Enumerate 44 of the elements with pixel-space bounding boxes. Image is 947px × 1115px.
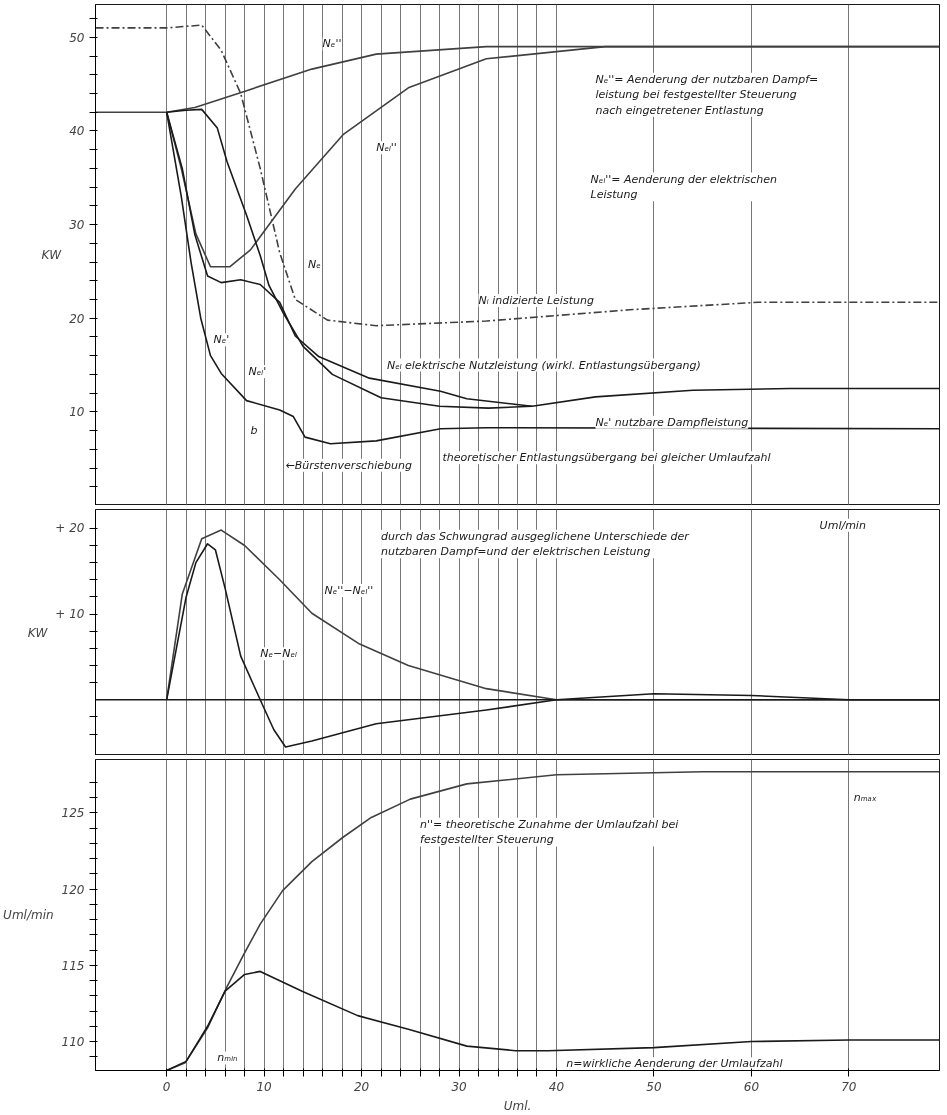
annotation: Nₑ−Nₑₗ bbox=[260, 647, 298, 661]
x-tick-label: 20 bbox=[353, 1079, 370, 1094]
y-axis-title: KW bbox=[41, 248, 63, 262]
x-tick-label: 30 bbox=[451, 1079, 468, 1094]
annotation: Nₑₗ''= Aenderung der elektrischen Leistung bbox=[590, 172, 778, 202]
y-tick-label: 115 bbox=[61, 958, 85, 973]
y-axis-title: Uml/min bbox=[3, 908, 54, 922]
annotation: n=wirkliche Aenderung der Umlaufzahl bbox=[566, 1057, 783, 1071]
annotation: Nᵢ indizierte Leistung bbox=[478, 293, 594, 307]
annotation: Nₑ bbox=[307, 258, 322, 272]
annotation: nₘᵢₙ bbox=[217, 1051, 238, 1065]
annotation: Nₑ' bbox=[213, 333, 230, 347]
annotation: Nₑₗ'' bbox=[376, 141, 397, 155]
annotation: Uml/min bbox=[819, 518, 866, 532]
annotation: Nₑ'' bbox=[322, 37, 342, 51]
annotation: ←Bürstenverschiebung bbox=[285, 458, 412, 472]
annotation: Nₑₗ elektrische Nutzleistung (wirkl. Entlastungsübergang) bbox=[386, 358, 701, 372]
x-tick-label: 50 bbox=[646, 1079, 662, 1094]
y-tick-label: + 10 bbox=[55, 607, 85, 622]
y-axis-title: KW bbox=[27, 625, 49, 640]
x-tick-label: 70 bbox=[841, 1079, 857, 1094]
y-tick-label: 20 bbox=[69, 311, 85, 326]
annotation: n''= theoretische Zunahme der Umlaufzahl bei festgestellter Steuerung bbox=[420, 817, 679, 847]
annotation: Nₑ''= Aenderung der nutzbaren Dampf= leistung bei festgestellter Steuerung nach eingetretener Entlastung bbox=[595, 72, 819, 117]
y-tick-label: 120 bbox=[61, 882, 85, 897]
annotation: Nₑ' nutzbare Dampfleistung bbox=[595, 415, 749, 429]
annotation: theoretischer Entlastungsübergang bei gleicher Umlaufzahl bbox=[442, 451, 771, 465]
annotation: Nₑ''−Nₑₗ'' bbox=[324, 583, 374, 597]
y-tick-label: 125 bbox=[61, 806, 85, 821]
y-tick-label: 30 bbox=[69, 218, 85, 233]
annotation: nₘₐₓ bbox=[853, 790, 877, 804]
annotation: durch das Schwungrad ausgeglichene Unterschiede der nutzbaren Dampf=und der elektrischen Leistung bbox=[381, 529, 691, 559]
annotation: Nₑₗ' bbox=[248, 365, 267, 379]
y-tick-label: 110 bbox=[61, 1035, 85, 1050]
x-tick-label: 40 bbox=[548, 1079, 565, 1094]
annotation: b bbox=[250, 424, 258, 438]
x-tick-label: 10 bbox=[256, 1079, 273, 1094]
x-tick-label: 0 bbox=[162, 1079, 171, 1094]
x-tick-label: 60 bbox=[743, 1079, 760, 1094]
x-axis-title: Uml. bbox=[503, 1098, 532, 1113]
y-tick-label: 40 bbox=[69, 124, 85, 139]
y-tick-label: 10 bbox=[69, 405, 85, 420]
y-tick-label: + 20 bbox=[55, 521, 85, 536]
y-tick-label: 50 bbox=[69, 30, 85, 45]
